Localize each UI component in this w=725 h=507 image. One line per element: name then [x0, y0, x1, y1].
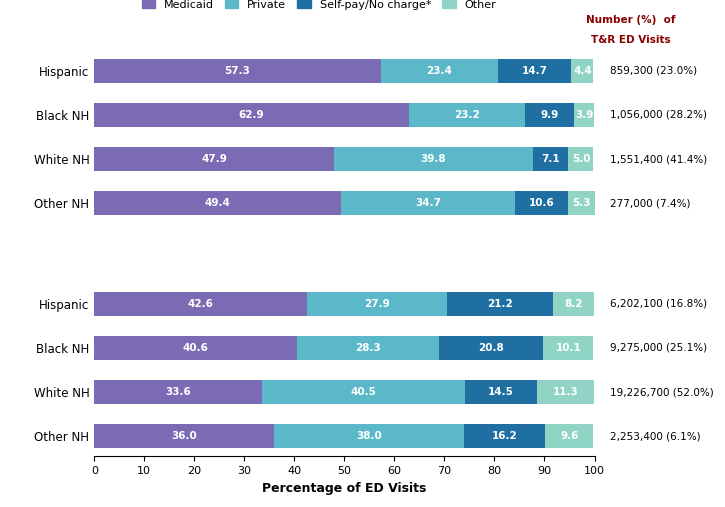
Text: T&R ED Visits: T&R ED Visits — [591, 35, 671, 46]
Bar — [274, 424, 465, 449]
Text: 5.0: 5.0 — [572, 154, 590, 164]
Bar — [447, 292, 553, 316]
Bar — [465, 380, 537, 404]
Text: 277,000 (7.4%): 277,000 (7.4%) — [610, 198, 690, 208]
Text: 6,202,100 (16.8%): 6,202,100 (16.8%) — [610, 299, 707, 309]
Bar — [533, 147, 568, 171]
Text: 11.3: 11.3 — [553, 387, 579, 397]
Bar — [262, 380, 465, 404]
Text: 42.6: 42.6 — [188, 299, 214, 309]
Text: 23.2: 23.2 — [454, 110, 480, 120]
Text: 20.8: 20.8 — [478, 343, 504, 353]
Text: 62.9: 62.9 — [239, 110, 265, 120]
Bar — [543, 336, 594, 360]
Text: 19,226,700 (52.0%): 19,226,700 (52.0%) — [610, 387, 713, 397]
Text: 859,300 (23.0%): 859,300 (23.0%) — [610, 66, 697, 76]
Text: 14.5: 14.5 — [488, 387, 514, 397]
Bar — [568, 147, 594, 171]
Bar — [94, 380, 262, 404]
Bar — [381, 58, 498, 83]
Text: 2,253,400 (6.1%): 2,253,400 (6.1%) — [610, 431, 700, 441]
Text: Number (%)  of: Number (%) of — [586, 15, 676, 25]
Text: 3.9: 3.9 — [575, 110, 594, 120]
Text: 28.3: 28.3 — [355, 343, 381, 353]
Bar — [515, 191, 568, 215]
Text: 49.4: 49.4 — [205, 198, 231, 208]
Bar — [568, 191, 594, 215]
Text: 1,551,400 (41.4%): 1,551,400 (41.4%) — [610, 154, 707, 164]
X-axis label: Percentage of ED Visits: Percentage of ED Visits — [262, 482, 426, 494]
Text: 40.6: 40.6 — [183, 343, 209, 353]
Text: 21.2: 21.2 — [487, 299, 513, 309]
Bar — [574, 103, 594, 127]
Bar — [94, 191, 341, 215]
Text: 10.6: 10.6 — [529, 198, 555, 208]
Bar — [334, 147, 533, 171]
Bar — [571, 58, 594, 83]
Text: 33.6: 33.6 — [165, 387, 191, 397]
Legend: Medicaid, Private, Self-pay/No charge*, Other: Medicaid, Private, Self-pay/No charge*, … — [137, 0, 501, 14]
Bar — [553, 292, 594, 316]
Bar — [537, 380, 594, 404]
Text: 16.2: 16.2 — [492, 431, 518, 441]
Bar — [341, 191, 515, 215]
Text: 23.4: 23.4 — [426, 66, 452, 76]
Text: 38.0: 38.0 — [357, 431, 382, 441]
Text: 1,056,000 (28.2%): 1,056,000 (28.2%) — [610, 110, 706, 120]
Text: 14.7: 14.7 — [522, 66, 547, 76]
Text: 7.1: 7.1 — [542, 154, 560, 164]
Bar — [307, 292, 447, 316]
Bar — [465, 424, 545, 449]
Text: 5.3: 5.3 — [572, 198, 590, 208]
Text: 27.9: 27.9 — [364, 299, 390, 309]
Text: 57.3: 57.3 — [225, 66, 251, 76]
Bar — [498, 58, 571, 83]
Text: 40.5: 40.5 — [351, 387, 376, 397]
Bar — [94, 336, 297, 360]
Text: 36.0: 36.0 — [171, 431, 197, 441]
Bar — [94, 58, 381, 83]
Bar — [297, 336, 439, 360]
Text: 39.8: 39.8 — [420, 154, 446, 164]
Bar — [94, 424, 274, 449]
Bar — [409, 103, 525, 127]
Text: 47.9: 47.9 — [201, 154, 227, 164]
Text: 8.2: 8.2 — [564, 299, 583, 309]
Text: 9,275,000 (25.1%): 9,275,000 (25.1%) — [610, 343, 707, 353]
Text: 9.6: 9.6 — [560, 431, 579, 441]
Text: 9.9: 9.9 — [541, 110, 559, 120]
Bar — [94, 147, 334, 171]
Text: 4.4: 4.4 — [573, 66, 592, 76]
Bar — [439, 336, 543, 360]
Text: 10.1: 10.1 — [555, 343, 581, 353]
Bar — [525, 103, 574, 127]
Bar — [545, 424, 594, 449]
Bar — [94, 292, 307, 316]
Text: 34.7: 34.7 — [415, 198, 442, 208]
Bar — [94, 103, 409, 127]
